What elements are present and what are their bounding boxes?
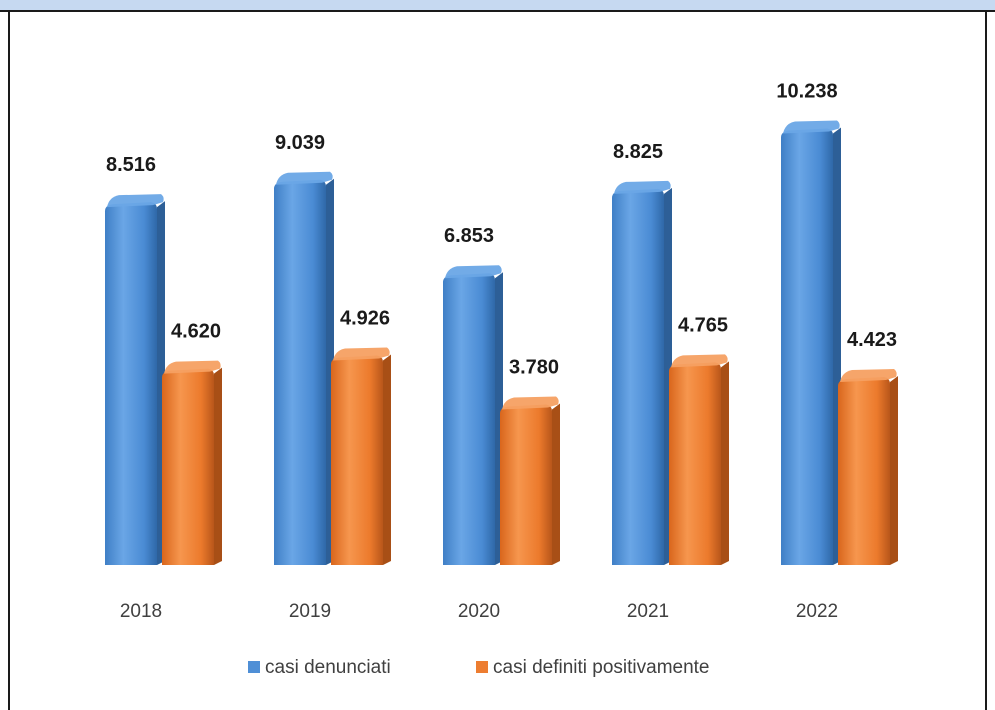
chart-border [8,10,987,710]
category-label: 2018 [120,601,162,622]
category-label: 2022 [796,601,838,622]
value-label: 4.926 [340,308,390,330]
bar-definiti-2020 [500,396,560,565]
bar-denunciati-2020 [443,265,503,565]
legend-item-definiti: casi definiti positivamente [476,657,710,678]
legend: casi denunciati casi definiti positivamen… [248,657,710,678]
bar-definiti-2019 [331,347,391,565]
legend-item-denunciati: casi denunciati [248,657,391,678]
category-labels-group: 2018 2019 2020 2021 2022 [120,601,838,622]
legend-label: casi denunciati [265,657,391,678]
value-label: 4.423 [847,329,897,351]
legend-swatch [476,661,488,673]
value-label: 6.853 [444,225,494,247]
category-label: 2019 [289,601,331,622]
value-label: 8.516 [106,154,156,176]
value-label: 9.039 [275,132,325,154]
legend-swatch [248,661,260,673]
value-label: 3.780 [509,356,559,378]
category-label: 2021 [627,601,669,622]
bar-denunciati-2021 [612,180,672,565]
bars-group [105,120,898,566]
value-label: 4.765 [678,314,728,336]
bar-definiti-2018 [162,360,222,565]
value-label: 10.238 [776,81,837,103]
bar-definiti-2021 [669,354,729,565]
title-band [0,0,995,12]
bar-denunciati-2019 [274,171,334,565]
legend-label: casi definiti positivamente [493,657,710,678]
bar-denunciati-2018 [105,194,165,565]
bar-definiti-2022 [838,369,898,565]
value-labels-group: 8.516 4.620 9.039 4.926 6.853 3.780 8.825 4.765… [106,81,897,379]
bar-denunciati-2022 [781,120,841,566]
value-label: 8.825 [613,141,663,163]
category-label: 2020 [458,601,500,622]
value-label: 4.620 [171,321,221,343]
